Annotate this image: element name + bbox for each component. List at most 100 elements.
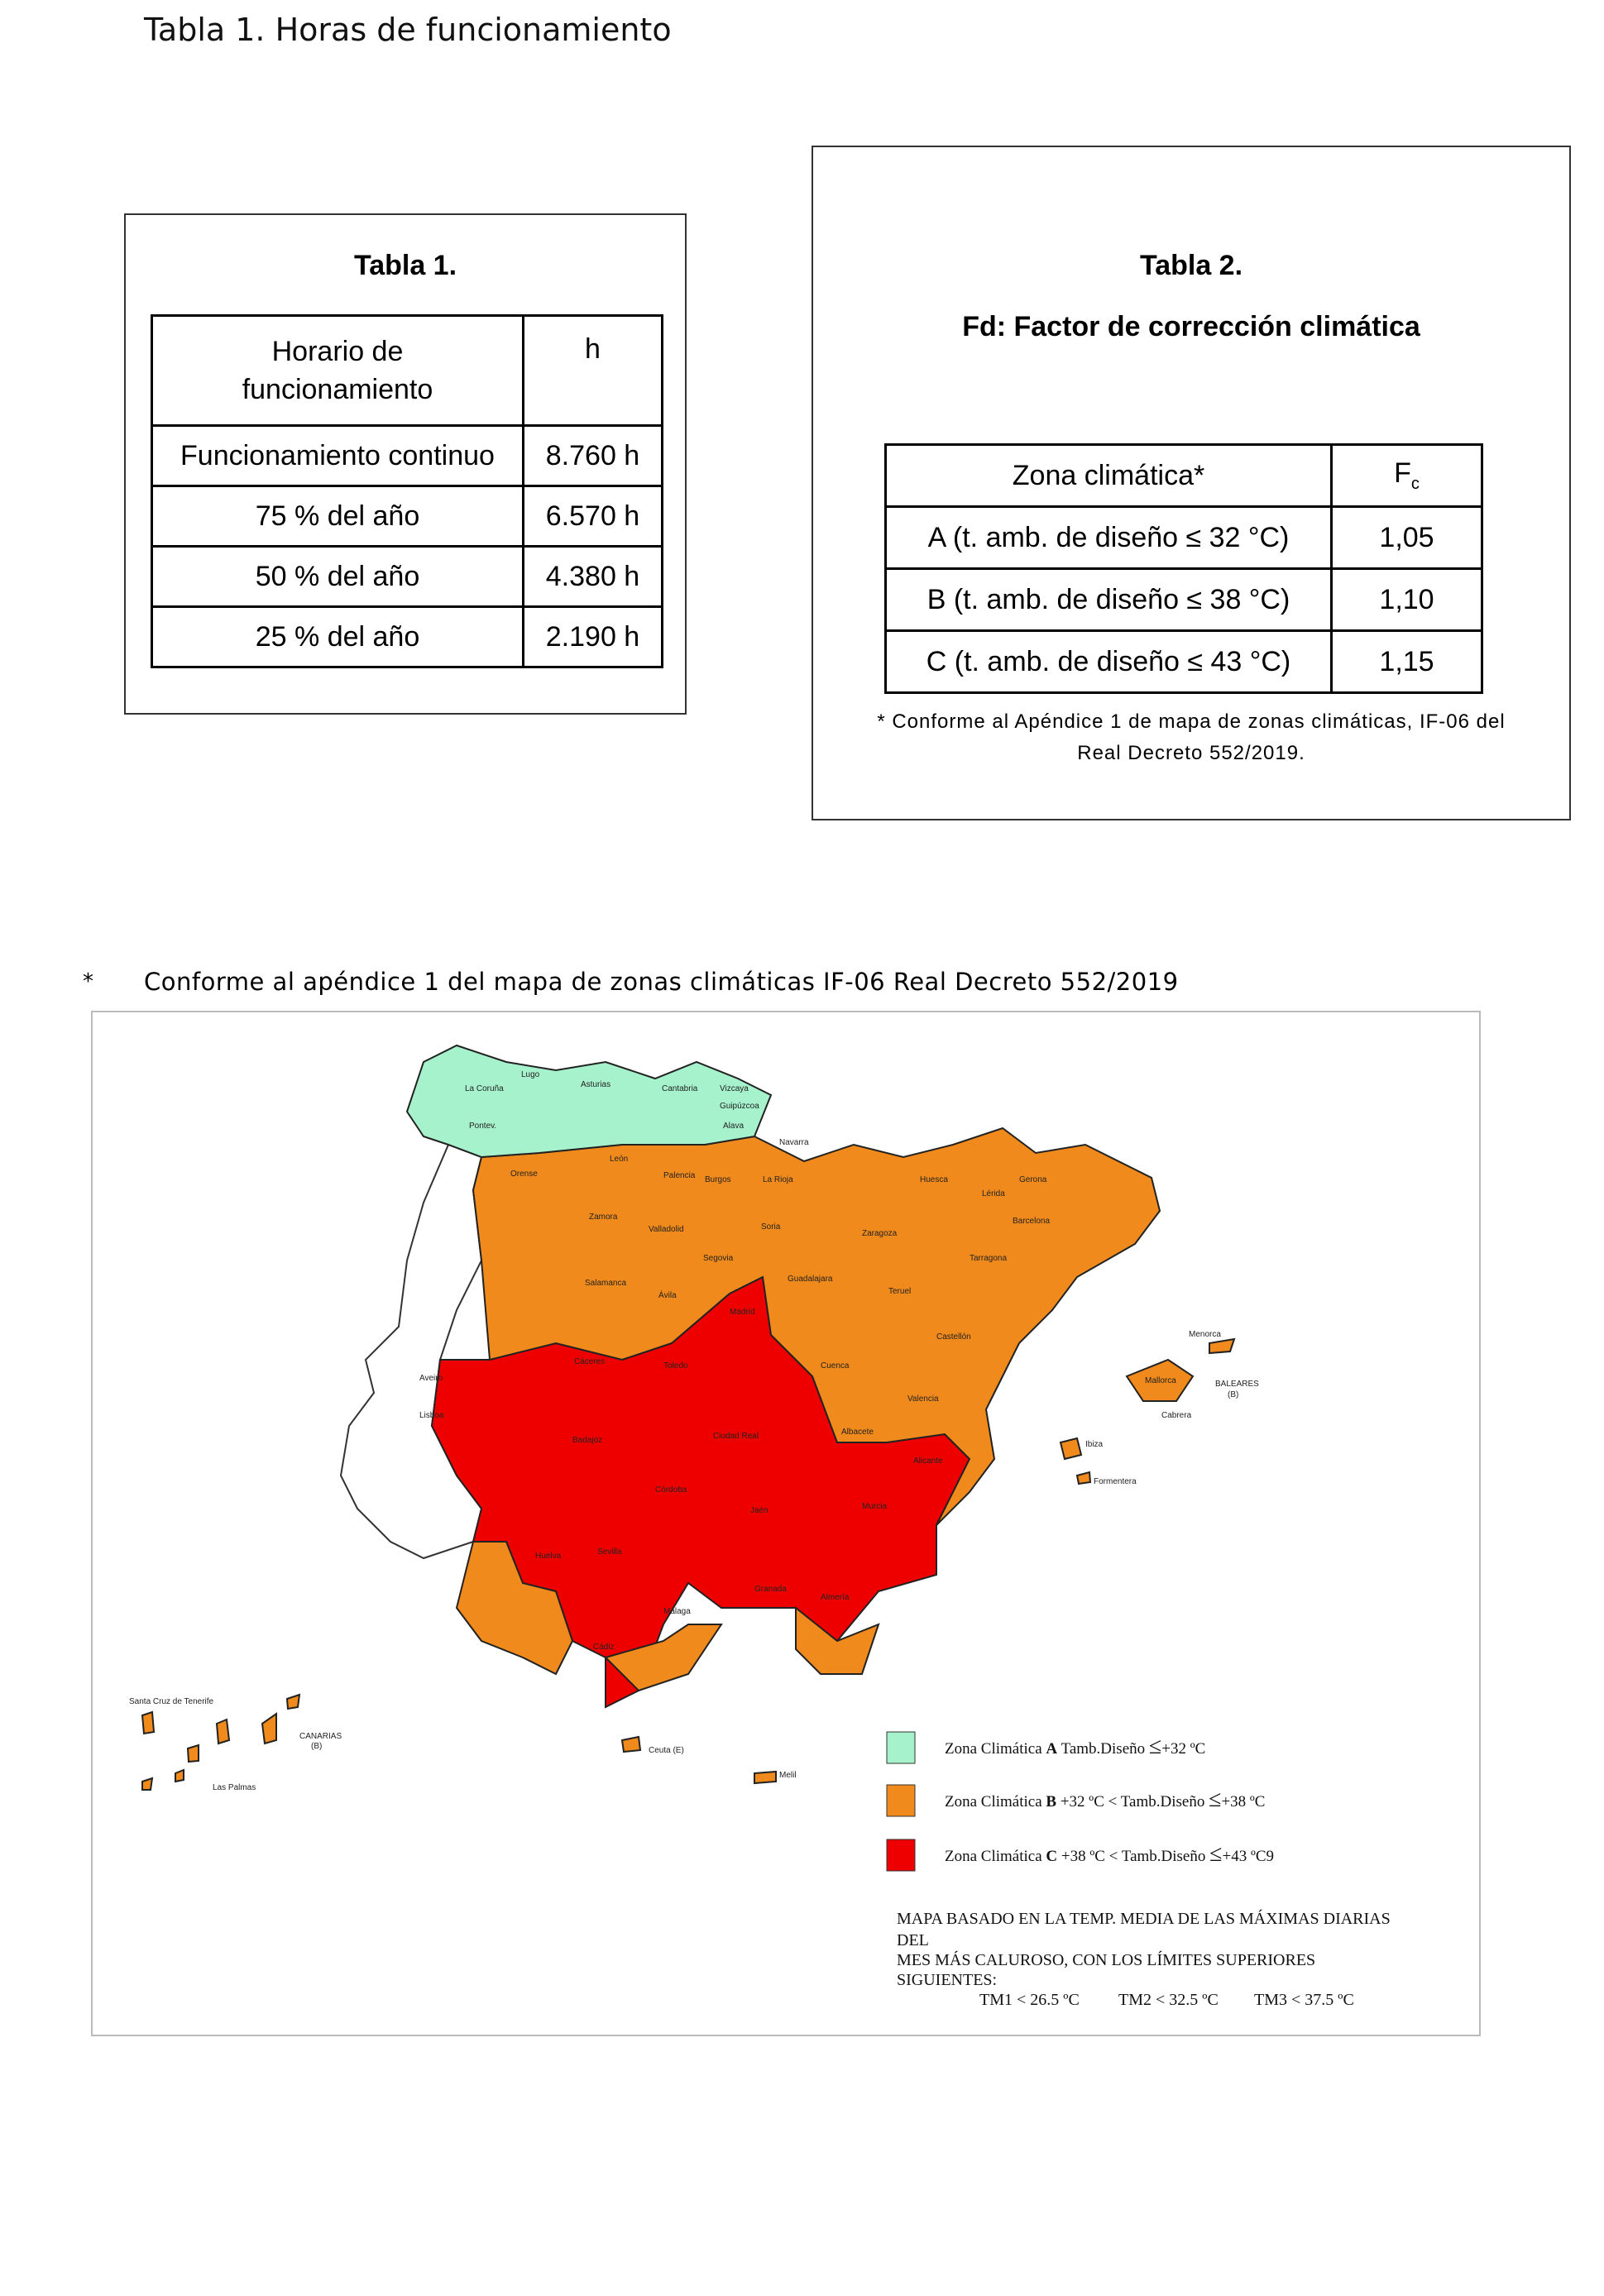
island-label: Formentera [1094, 1477, 1137, 1486]
table-header-row: Zona climática* Fc [884, 443, 1483, 508]
province-label: Huesca [920, 1175, 948, 1184]
operating-hours-table: Horario de funcionamiento h Funcionamien… [151, 314, 663, 668]
table-header-row: Horario de funcionamiento h [151, 314, 663, 427]
province-label: La Coruña [465, 1084, 504, 1093]
zone-a-region [405, 1044, 773, 1159]
place-label: Lisboa [419, 1411, 444, 1420]
formentera-island [1075, 1471, 1092, 1485]
island-label: Menorca [1189, 1330, 1221, 1339]
zone-b-south-region [455, 1541, 574, 1676]
canary-island [141, 1777, 154, 1791]
province-label: Tarragona [970, 1254, 1007, 1263]
province-label: Guipúzcoa [720, 1102, 759, 1111]
province-label: Teruel [888, 1287, 911, 1296]
row-value: 6.570 h [522, 485, 663, 548]
province-label: Ciudad Real [713, 1432, 759, 1441]
table-row: Funcionamiento continuo 8.760 h [151, 424, 663, 487]
header-fc: Fc [1330, 443, 1483, 508]
row-value: 1,05 [1330, 505, 1483, 570]
table2-subtitle: Fd: Factor de corrección climática [962, 311, 1420, 342]
province-label: Burgos [705, 1175, 731, 1184]
footnote-line1: * Conforme al Apéndice 1 de mapa de zona… [877, 710, 1506, 733]
province-label: Barcelona [1013, 1217, 1050, 1226]
tm-label: TM2 < 32.5 ºC [1118, 1991, 1219, 2009]
legend-swatch-c [886, 1839, 916, 1872]
province-label: Segovia [703, 1254, 734, 1263]
province-label: Granada [754, 1585, 787, 1594]
island-label: Ibiza [1085, 1440, 1104, 1449]
header-horario-line1: Horario de [271, 336, 404, 367]
legend-label-a: Zona Climática A Tamb.Diseño ≤+32 ºC [945, 1734, 1205, 1759]
canary-island [175, 1768, 184, 1783]
province-label: Lugo [521, 1070, 540, 1079]
row-label: C (t. amb. de diseño ≤ 43 °C) [884, 629, 1333, 694]
legend-swatch-b [886, 1784, 916, 1817]
row-label: 25 % del año [151, 605, 524, 668]
footnote-asterisk: * [83, 969, 93, 994]
ibiza-island [1059, 1437, 1083, 1461]
province-label: Cádiz [593, 1643, 615, 1652]
map-note-line: MAPA BASADO EN LA TEMP. MEDIA DE LAS MÁX… [897, 1909, 1391, 1928]
mallorca-island [1125, 1358, 1195, 1402]
footnote-line2: Real Decreto 552/2019. [1077, 742, 1305, 764]
province-label: Ceuta (E) [649, 1746, 684, 1755]
province-label: León [610, 1155, 628, 1164]
canary-island [186, 1744, 199, 1763]
row-value: 4.380 h [522, 545, 663, 608]
header-horario: Horario de funcionamiento [151, 314, 524, 427]
map-note-line: MES MÁS CALUROSO, CON LOS LÍMITES SUPERI… [897, 1950, 1315, 1969]
table2-box: Tabla 2. Fd: Factor de corrección climát… [812, 146, 1571, 820]
legend-label-b: Zona Climática B +32 ºC < Tamb.Diseño ≤+… [945, 1787, 1265, 1812]
climate-zone-map: La Coruña Lugo Pontev. Asturias Cantabri… [91, 1011, 1481, 2036]
row-value: 1,10 [1330, 567, 1483, 632]
province-label: Melil [779, 1771, 797, 1780]
map-note-line: DEL [897, 1931, 929, 1949]
province-label: Murcia [862, 1502, 887, 1511]
table1-box: Tabla 1. Horario de funcionamiento h Fun… [124, 213, 687, 715]
province-label: Pontev. [469, 1122, 496, 1131]
place-label: Aveiro [419, 1374, 443, 1383]
province-label: Valencia [907, 1394, 939, 1404]
row-value: 8.760 h [522, 424, 663, 487]
row-value: 2.190 h [522, 605, 663, 668]
province-label: Palencia [663, 1171, 696, 1180]
canary-island [215, 1718, 231, 1745]
header-fc-main: F [1394, 457, 1411, 490]
province-label: Toledo [663, 1361, 688, 1370]
row-label: 75 % del año [151, 485, 524, 548]
province-label: Málaga [663, 1607, 691, 1616]
map-legend: Zona Climática A Tamb.Diseño ≤+32 ºC Zon… [886, 1731, 1274, 1872]
climate-factor-table: Zona climática* Fc A (t. amb. de diseño … [884, 443, 1483, 694]
table-row: 25 % del año 2.190 h [151, 605, 663, 668]
row-label: A (t. amb. de diseño ≤ 32 °C) [884, 505, 1333, 570]
province-label: Cáceres [574, 1357, 605, 1366]
island-label: Santa Cruz de Tenerife [129, 1697, 214, 1706]
province-label: Jaén [750, 1506, 768, 1515]
header-zona: Zona climática* [884, 443, 1333, 508]
map-svg: La Coruña Lugo Pontev. Asturias Cantabri… [129, 1044, 1391, 2009]
province-label: Lérida [982, 1189, 1005, 1198]
province-label: Badajoz [572, 1436, 602, 1445]
province-label: Albacete [841, 1428, 874, 1437]
row-label: 50 % del año [151, 545, 524, 608]
tm-label: TM1 < 26.5 ºC [979, 1991, 1080, 2009]
province-label: Madrid [730, 1308, 755, 1317]
province-label: Cantabria [662, 1084, 698, 1093]
island-label: (B) [311, 1742, 322, 1751]
province-label: Guadalajara [788, 1275, 833, 1284]
province-label: Ávila [658, 1289, 677, 1300]
province-label: Orense [510, 1170, 538, 1179]
table2-footnote: * Conforme al Apéndice 1 de mapa de zona… [846, 706, 1536, 769]
header-h: h [522, 314, 663, 427]
legend-label-c: Zona Climática C +38 ºC < Tamb.Diseño ≤+… [945, 1841, 1274, 1867]
province-label: Gerona [1019, 1175, 1047, 1184]
legend-swatch-a [886, 1731, 916, 1764]
province-label: La Rioja [763, 1175, 793, 1184]
zone-b-almeria-region [795, 1605, 880, 1675]
province-label: Soria [761, 1222, 781, 1232]
table-row: 75 % del año 6.570 h [151, 485, 663, 548]
table-row: A (t. amb. de diseño ≤ 32 °C) 1,05 [884, 505, 1483, 570]
province-label: Cuenca [821, 1361, 850, 1370]
header-horario-line2: funcionamiento [242, 374, 433, 405]
zone-b-region [472, 1126, 1161, 1526]
